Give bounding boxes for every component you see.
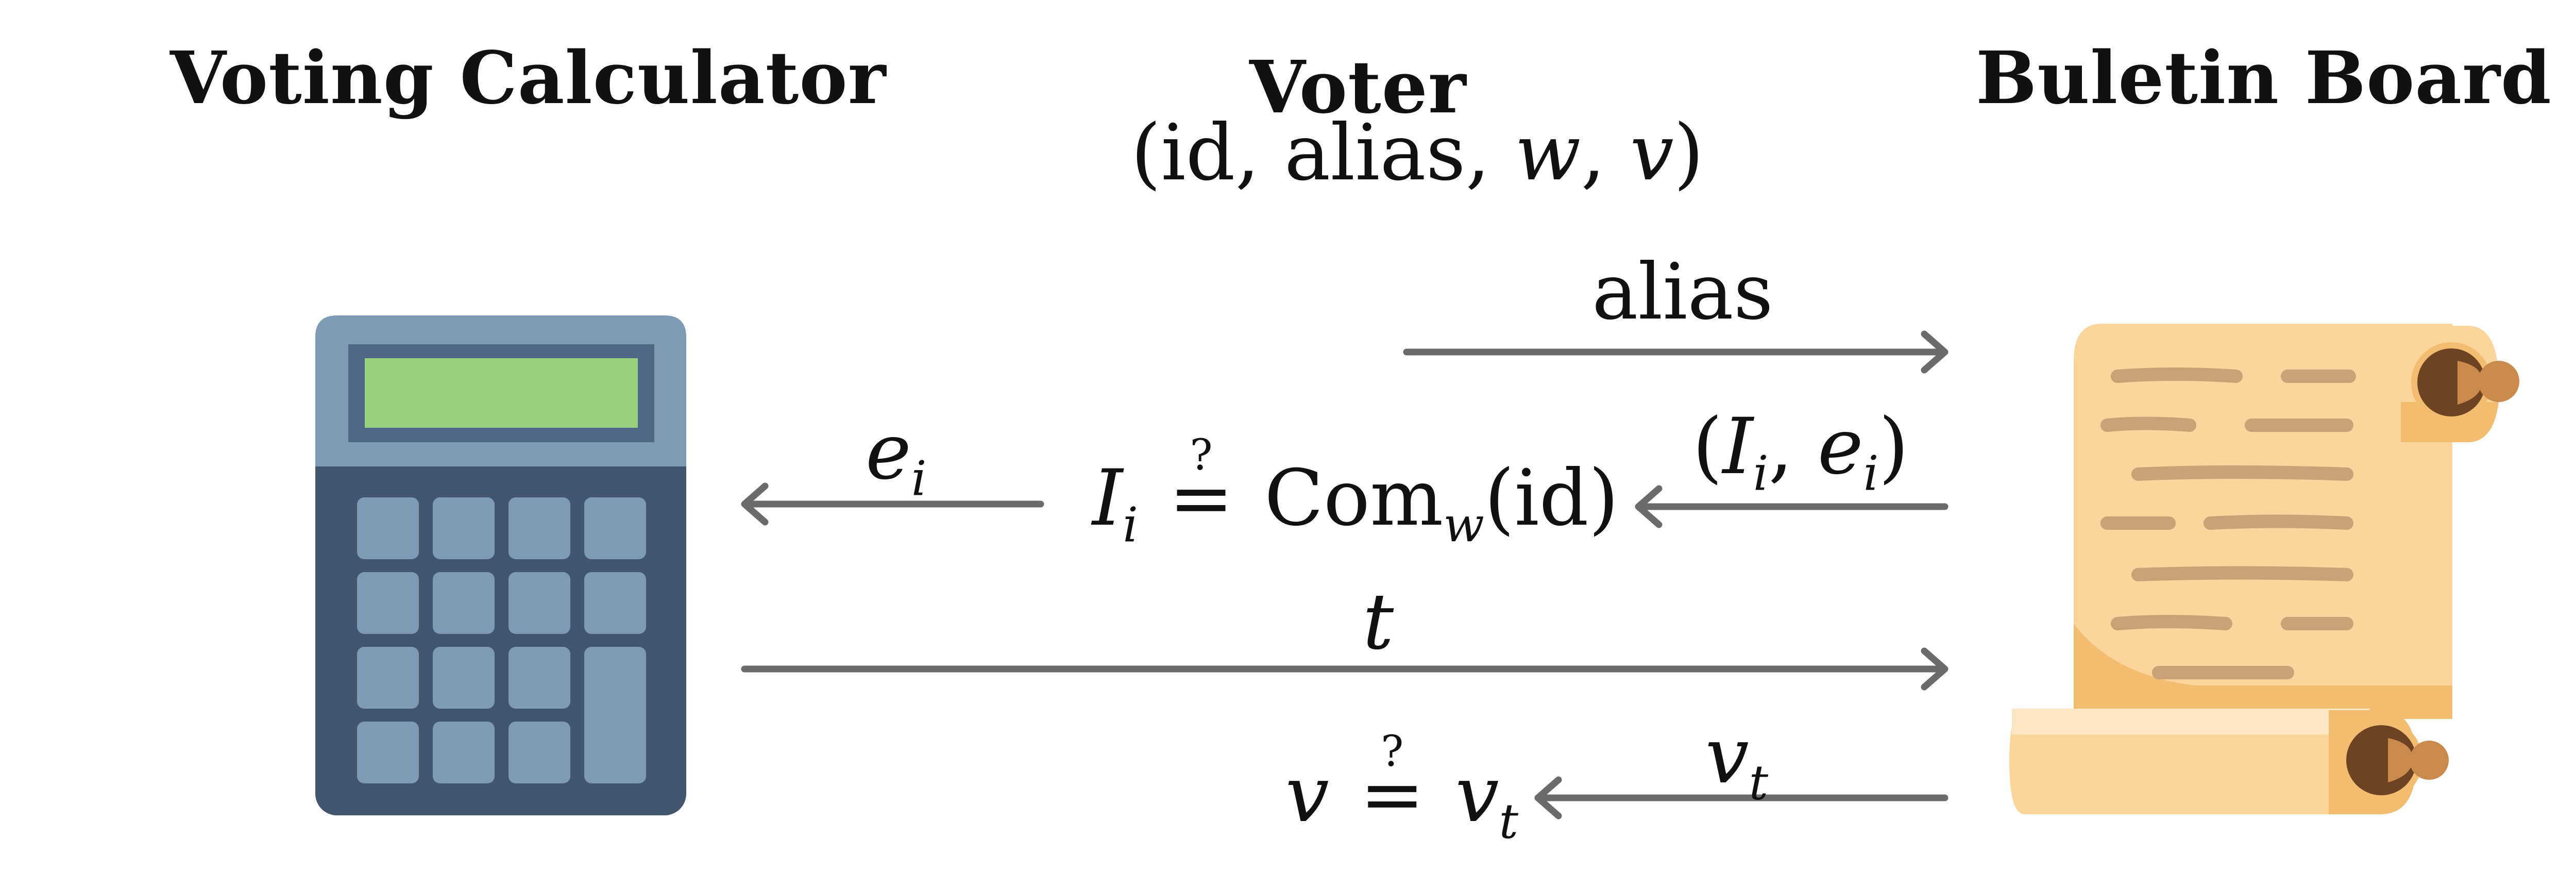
bulletin-board-title: Buletin Board — [1976, 36, 2552, 121]
challenge-label: ei — [866, 407, 927, 507]
vote-arrow-head — [1534, 776, 1562, 819]
challenge-arrow-head — [741, 482, 769, 526]
voter-state-tuple: (id, alias, w, v) — [1131, 108, 1704, 198]
token-arrow-head — [1921, 647, 1948, 691]
alias-arrow-head — [1921, 330, 1948, 374]
token-label: t — [1363, 577, 1394, 667]
commit-arrow-head — [1635, 485, 1663, 528]
vote-check: v ? = vt — [1285, 726, 1518, 849]
voting-calculator-title: Voting Calculator — [170, 36, 887, 121]
voter-title: Voter — [1249, 45, 1467, 130]
vote-label: vt — [1705, 711, 1769, 811]
commitment-check: Ii ? = Comw(id) — [1092, 430, 1619, 553]
commit-label: (Ii, ei) — [1692, 402, 1909, 501]
alias-label: alias — [1592, 247, 1773, 337]
